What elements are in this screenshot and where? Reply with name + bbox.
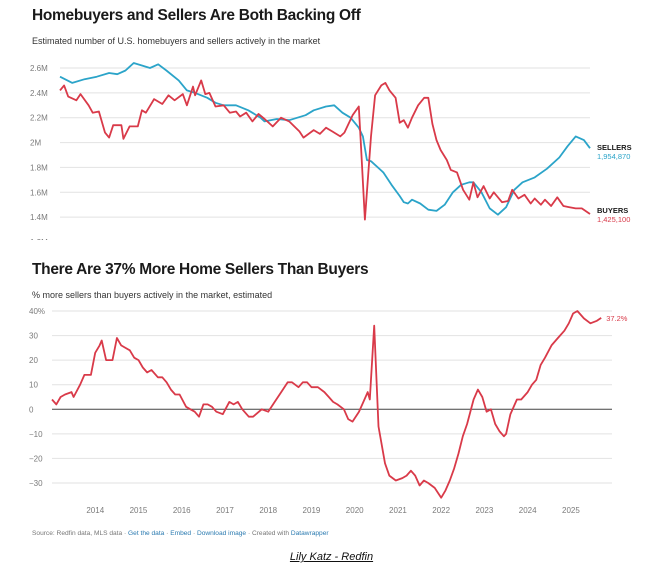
chart1-title: Homebuyers and Sellers Are Both Backing … (32, 7, 361, 24)
chart2-subtitle: % more sellers than buyers actively in t… (32, 290, 273, 300)
y-tick-label: 0 (29, 405, 34, 414)
x-tick-label: 2019 (303, 506, 321, 515)
embed-link[interactable]: Embed (170, 530, 192, 537)
x-tick-label: 2016 (173, 506, 191, 515)
footer: Source: Redfin data, MLS data · Get the … (32, 530, 329, 537)
y-tick-label: 2.6M (30, 64, 48, 73)
get-data-link[interactable]: Get the data (128, 530, 165, 537)
sellers-line (59, 62, 591, 216)
series-end-value: 37.2% (606, 314, 628, 323)
download-image-link[interactable]: Download image (196, 530, 247, 537)
x-tick-label: 2018 (259, 506, 277, 515)
chart2-svg: 40% 30 20 10 0 −10 −20 −30 2014 2015 2016 2017 2018 2… (29, 307, 628, 515)
x-tick-label: 2023 (476, 506, 494, 515)
difference-line (51, 310, 602, 499)
x-tick-label: 2025 (562, 506, 580, 515)
y-tick-label: 1.8M (30, 163, 48, 172)
chart1-svg: 1.2M1.4M1.6M1.8M2M2.2M2.4M2.6M2013201520… (30, 62, 632, 240)
x-tick-label: 2017 (216, 506, 234, 515)
y-tick-label: −20 (29, 454, 43, 463)
x-tick-label: 2021 (389, 506, 407, 515)
y-tick-label: 10 (29, 381, 38, 390)
series-end-value: 1,425,100 (597, 215, 630, 224)
series-end-label: SELLERS (597, 143, 632, 152)
footer-created-with: · Created with (246, 530, 291, 537)
series-end-value: 1,954,870 (597, 152, 630, 161)
author-credit[interactable]: Lily Katz - Redfin (289, 551, 374, 563)
y-tick-label: −30 (29, 479, 43, 488)
x-tick-label: 2024 (519, 506, 537, 515)
y-tick-label: 30 (29, 332, 38, 341)
footer-separator: · (191, 530, 197, 537)
series-end-label: BUYERS (597, 206, 628, 215)
y-tick-label: 2.2M (30, 114, 48, 123)
datawrapper-link[interactable]: Datawrapper (290, 530, 329, 537)
buyers-line (59, 79, 591, 221)
y-tick-label: 20 (29, 356, 38, 365)
x-tick-label: 2015 (130, 506, 148, 515)
y-tick-label: −10 (29, 430, 43, 439)
chart2-title: There Are 37% More Home Sellers Than Buy… (32, 261, 369, 278)
footer-separator: · (164, 530, 171, 537)
x-tick-label: 2020 (346, 506, 364, 515)
y-tick-label: 1.6M (30, 188, 48, 197)
y-tick-label: 1.2M (30, 238, 48, 240)
y-tick-label: 2M (30, 139, 41, 148)
x-tick-label: 2022 (432, 506, 450, 515)
footer-source: Source: Redfin data, MLS data · (32, 530, 129, 537)
y-tick-label: 40% (29, 307, 45, 316)
x-tick-label: 2014 (86, 506, 104, 515)
chart1-subtitle: Estimated number of U.S. homebuyers and … (32, 36, 321, 46)
y-tick-label: 1.4M (30, 213, 48, 222)
y-tick-label: 2.4M (30, 89, 48, 98)
